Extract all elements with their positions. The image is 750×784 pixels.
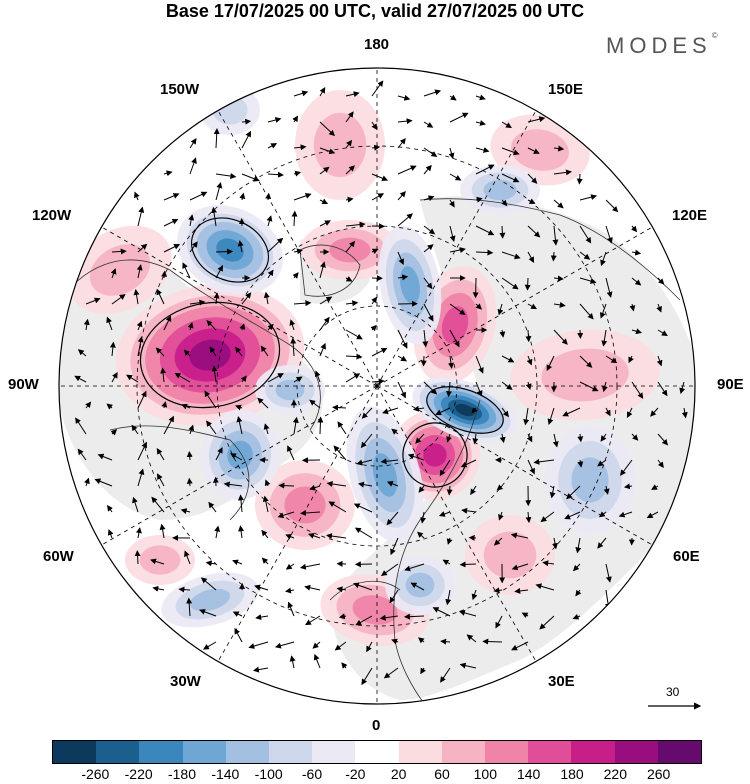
- wind-vector: [279, 485, 294, 486]
- lon-label-90w: 90W: [8, 376, 39, 393]
- colorbar-tick-label: 20: [391, 766, 407, 782]
- colorbar-segment: [615, 741, 658, 763]
- colorbar-tick-label: -140: [211, 766, 239, 782]
- colorbar-segment: [53, 741, 96, 763]
- anomaly-contour: [314, 113, 367, 177]
- colorbar-tick-label: -220: [125, 766, 153, 782]
- colorbar-segment: [485, 741, 528, 763]
- colorbar-tick-label: -260: [81, 766, 109, 782]
- colorbar-segment: [528, 741, 571, 763]
- colorbar-segment: [312, 741, 355, 763]
- colorbar-tick-label: 100: [474, 766, 497, 782]
- anomaly-contour: [484, 532, 537, 579]
- lon-label-0: 0: [372, 717, 380, 734]
- lon-label-120e: 120E: [672, 207, 707, 224]
- wind-vector: [137, 551, 138, 564]
- colorbar-segment: [658, 741, 701, 763]
- colorbar-tick-label: -100: [255, 766, 283, 782]
- colorbar-segment: [269, 741, 312, 763]
- colorbar-tick-label: -180: [168, 766, 196, 782]
- colorbar-segment: [571, 741, 614, 763]
- colorbar-segment: [355, 741, 398, 763]
- reference-vector-label: 30: [666, 685, 679, 699]
- wind-vector: [461, 564, 476, 565]
- colorbar-tick-label: -60: [302, 766, 322, 782]
- colorbar-segment: [183, 741, 226, 763]
- wind-vector: [189, 452, 190, 460]
- lon-label-30e: 30E: [548, 673, 575, 690]
- wind-vector: [553, 252, 554, 260]
- wind-vector: [164, 272, 165, 278]
- colorbar-tick-label: 220: [604, 766, 627, 782]
- lon-label-120w: 120W: [32, 207, 71, 224]
- wind-vector: [502, 226, 503, 238]
- wind-vector: [216, 251, 232, 252]
- polar-map: [0, 0, 750, 740]
- colorbar-tick-label: 60: [434, 766, 450, 782]
- lon-label-30w: 30W: [170, 673, 201, 690]
- colorbar-tick-label: -20: [345, 766, 365, 782]
- wind-vector: [483, 641, 502, 642]
- colorbar-tick-label: 260: [647, 766, 670, 782]
- colorbar-segment: [226, 741, 269, 763]
- colorbar-segment: [442, 741, 485, 763]
- colorbar-segment: [399, 741, 442, 763]
- anomaly-contour: [406, 573, 435, 598]
- anomaly-contour: [284, 486, 325, 523]
- wind-vector: [579, 174, 580, 184]
- anomaly-contour: [213, 95, 248, 124]
- colorbar-ticks: -260 -220 -180 -140 -100 -60 -20 20 60 100 140 180 2…: [0, 766, 750, 784]
- lon-label-150e: 150E: [548, 81, 583, 98]
- anomaly-contour: [484, 180, 517, 201]
- wind-vector: [320, 418, 321, 434]
- colorbar: [52, 740, 702, 764]
- colorbar-tick-label: 140: [517, 766, 540, 782]
- lon-label-60w: 60W: [43, 548, 74, 565]
- anomaly-contour: [329, 238, 370, 263]
- colorbar-segment: [139, 741, 182, 763]
- anomaly-contour: [276, 380, 305, 401]
- anomaly-contour: [140, 545, 181, 574]
- lon-label-60e: 60E: [673, 548, 700, 565]
- wind-vector: [527, 278, 528, 290]
- lon-label-150w: 150W: [160, 81, 199, 98]
- colorbar-segment: [96, 741, 139, 763]
- colorbar-tick-label: 180: [560, 766, 583, 782]
- lon-label-90e: 90E: [717, 376, 744, 393]
- lon-label-180: 180: [364, 36, 389, 53]
